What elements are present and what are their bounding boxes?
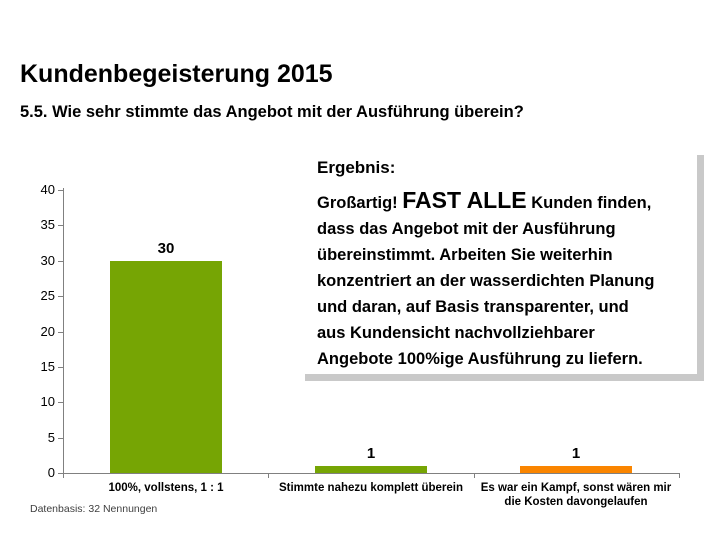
- category-label: Es war ein Kampf, sonst wären mir die Ko…: [480, 482, 672, 508]
- result-paragraph-line: übereinstimmt. Arbeiten Sie weiterhin: [317, 242, 691, 268]
- result-text: dass das Angebot mit der Ausführung: [317, 220, 616, 238]
- y-tick-mark: [58, 225, 63, 226]
- result-paragraph-line: Großartig! FAST ALLE Kunden finden,: [317, 187, 691, 216]
- data-basis-footnote: Datenbasis: 32 Nennungen: [30, 503, 158, 515]
- result-paragraph-line: Angebote 100%ige Ausführung zu liefern.: [317, 346, 691, 372]
- y-tick-label: 10: [40, 394, 55, 409]
- bar: [520, 466, 632, 473]
- y-tick-mark: [58, 261, 63, 262]
- x-axis-line: [63, 473, 680, 474]
- result-paragraph-line: dass das Angebot mit der Ausführung: [317, 216, 691, 242]
- category-label: Stimmte nahezu komplett überein: [278, 482, 464, 494]
- y-tick-label: 20: [40, 324, 55, 339]
- result-text: Kunden finden,: [526, 194, 652, 212]
- result-text: übereinstimmt. Arbeiten Sie weiterhin: [317, 246, 613, 264]
- y-tick-mark: [58, 402, 63, 403]
- y-tick-label: 0: [47, 465, 55, 480]
- result-paragraph-line: aus Kundensicht nachvollziehbarer: [317, 320, 691, 346]
- x-tick-mark: [679, 474, 680, 478]
- y-tick-mark: [58, 190, 63, 191]
- y-tick-mark: [58, 296, 63, 297]
- y-tick-mark: [58, 438, 63, 439]
- result-paragraph-line: konzentriert an der wasserdichten Planun…: [317, 268, 691, 294]
- x-tick-mark: [63, 474, 64, 478]
- bar-value-label: 30: [157, 240, 175, 257]
- category-label: 100%, vollstens, 1 : 1: [108, 482, 224, 494]
- result-text: und daran, auf Basis transparenter, und: [317, 298, 629, 316]
- result-text: Großartig!: [317, 194, 403, 212]
- result-highlight: FAST ALLE: [402, 187, 527, 213]
- y-tick-label: 40: [40, 182, 55, 197]
- y-tick-label: 30: [40, 253, 55, 268]
- y-tick-label: 15: [40, 359, 55, 374]
- slide-subtitle: 5.5. Wie sehr stimmte das Angebot mit de…: [20, 103, 524, 121]
- y-tick-mark: [58, 473, 63, 474]
- y-tick-label: 5: [47, 430, 55, 445]
- result-paragraph: Großartig! FAST ALLE Kunden finden, dass …: [317, 187, 691, 372]
- y-tick-mark: [58, 367, 63, 368]
- bar-value-label: 1: [571, 445, 581, 462]
- bar: [110, 261, 222, 473]
- result-paragraph-line: und daran, auf Basis transparenter, und: [317, 294, 691, 320]
- result-text: aus Kundensicht nachvollziehbarer: [317, 324, 595, 342]
- bar: [315, 466, 427, 473]
- result-heading: Ergebnis:: [317, 158, 396, 177]
- y-tick-mark: [58, 332, 63, 333]
- result-text: konzentriert an der wasserdichten Planun…: [317, 272, 655, 290]
- y-tick-label: 25: [40, 288, 55, 303]
- x-tick-mark: [268, 474, 269, 478]
- result-text: Angebote 100%ige Ausführung zu liefern.: [317, 350, 643, 368]
- bar-value-label: 1: [366, 445, 376, 462]
- y-tick-label: 35: [40, 217, 55, 232]
- x-tick-mark: [474, 474, 475, 478]
- slide-title: Kundenbegeisterung 2015: [20, 60, 333, 88]
- y-axis-line: [63, 188, 64, 474]
- result-box: Ergebnis: Großartig! FAST ALLE Kunden fi…: [298, 148, 697, 374]
